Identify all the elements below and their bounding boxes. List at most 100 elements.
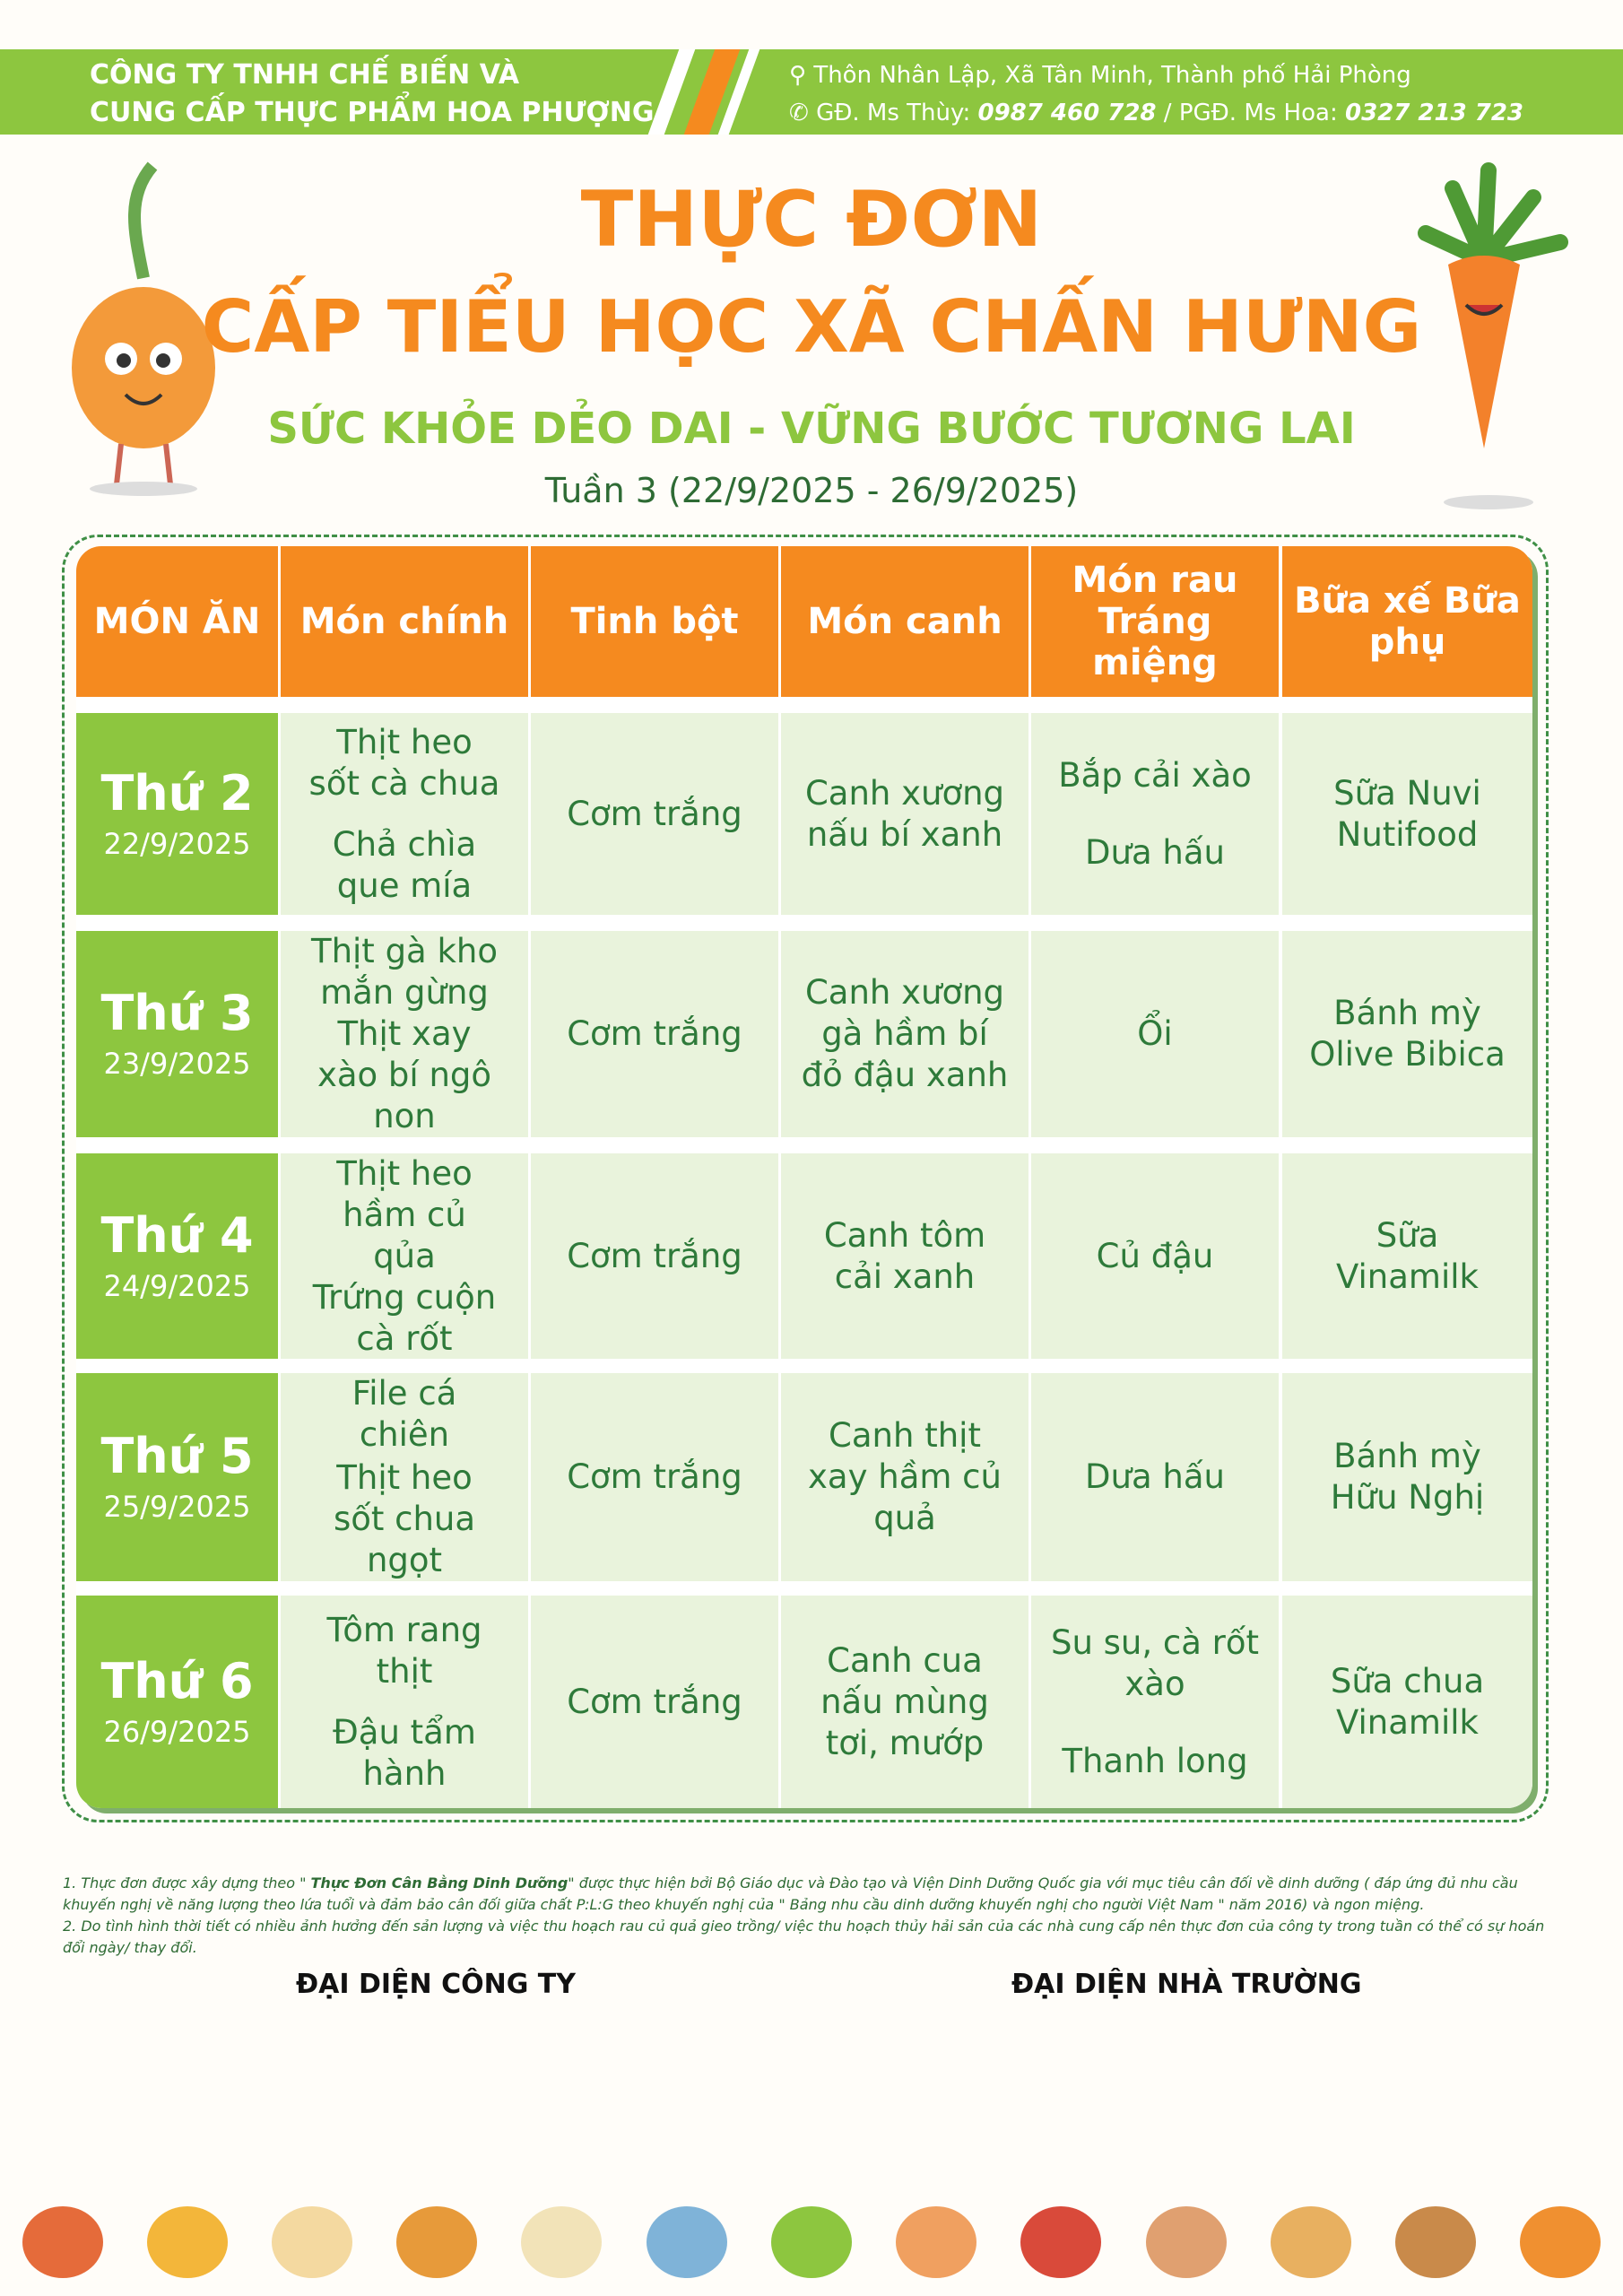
veg-dessert-cell: Ổi xyxy=(1031,931,1279,1137)
column-header-label: MÓN ĂN xyxy=(93,601,261,642)
main-dish-2: Thịt heo sốt chua ngọt xyxy=(333,1458,476,1579)
day-date: 26/9/2025 xyxy=(103,1714,251,1749)
day-cell: Thứ 6 26/9/2025 xyxy=(76,1596,278,1808)
school-signature-label: ĐẠI DIỆN NHÀ TRƯỜNG xyxy=(1011,1969,1362,2000)
column-header: Món canh xyxy=(781,546,1028,697)
main-dish-1: Tôm rang thịt xyxy=(326,1610,482,1691)
skewer-plate-icon xyxy=(1395,2206,1477,2278)
main-dish-cell: Thịt heo sốt cà chua Chả chìa que mía xyxy=(281,713,528,915)
main-dish-2: Thịt xay xào bí ngô non xyxy=(317,1014,492,1135)
menu-title: THỰC ĐƠN xyxy=(580,175,1043,265)
column-header-label: Món chính xyxy=(299,601,509,642)
starch-cell: Cơm trắng xyxy=(531,713,778,915)
day-name: Thứ 6 xyxy=(100,1652,254,1709)
header-bar: CÔNG TY TNHH CHẾ BIẾN VÀ CUNG CẤP THỰC P… xyxy=(0,49,1623,135)
dessert: Ổi xyxy=(1137,1014,1173,1053)
dessert: Dưa hấu xyxy=(1085,1457,1225,1496)
soup-bowl-icon xyxy=(521,2206,603,2278)
day-name: Thứ 5 xyxy=(100,1428,254,1484)
school-title: CẤP TIỂU HỌC XÃ CHẤN HƯNG xyxy=(201,285,1422,369)
company-signature-label: ĐẠI DIỆN CÔNG TY xyxy=(296,1969,576,2000)
vegetable: Su su, cà rốt xào xyxy=(1050,1622,1260,1703)
veg-dessert-cell: Dưa hấu xyxy=(1031,1373,1279,1581)
meal-plate-icon xyxy=(1145,2206,1227,2278)
food-illustrations xyxy=(0,2197,1623,2287)
company-line-1: CÔNG TY TNHH CHẾ BIẾN VÀ xyxy=(90,59,520,91)
salad-icon xyxy=(770,2206,852,2278)
main-dish-1: Thịt gà kho mắn gừng xyxy=(310,932,499,1012)
snack: Sữa Nuvi Nutifood xyxy=(1333,773,1481,854)
phone-icon: ✆ xyxy=(789,100,817,126)
column-header: MÓN ĂN xyxy=(76,546,278,697)
starch: Cơm trắng xyxy=(567,1682,742,1721)
pgd-label: PGĐ. Ms Hoa: xyxy=(1178,100,1345,126)
fish-icon xyxy=(646,2206,727,2278)
soup: Canh cua nấu mùng tơi, mướp xyxy=(820,1640,989,1762)
contact-info: ⚲ Thôn Nhân Lập, Xã Tân Minh, Thành phố … xyxy=(789,57,1523,132)
pear-icon xyxy=(146,2206,228,2278)
main-dish-1: File cá chiên xyxy=(352,1374,457,1454)
company-line-2: CUNG CẤP THỰC PHẨM HOA PHƯỢNG xyxy=(90,97,655,128)
starch-cell: Cơm trắng xyxy=(531,931,778,1137)
dessert: Thanh long xyxy=(1062,1741,1248,1780)
snack-cell: Sữa Nuvi Nutifood xyxy=(1282,713,1532,915)
snack-cell: Bánh mỳ Hữu Nghị xyxy=(1282,1373,1532,1581)
vegetable-basket-icon xyxy=(22,2206,103,2278)
column-header-label: Tinh bột xyxy=(570,601,739,642)
vegetable: Bắp cải xào xyxy=(1058,755,1252,795)
day-cell: Thứ 3 23/9/2025 xyxy=(76,931,278,1137)
day-name: Thứ 2 xyxy=(100,764,254,822)
day-name: Thứ 3 xyxy=(100,985,254,1041)
snack: Sữa Vinamilk xyxy=(1336,1215,1479,1296)
day-cell: Thứ 4 24/9/2025 xyxy=(76,1153,278,1359)
veg-dessert-cell: Củ đậu xyxy=(1031,1153,1279,1359)
pie-icon xyxy=(1270,2206,1351,2278)
starch-cell: Cơm trắng xyxy=(531,1373,778,1581)
main-dish-cell: Tôm rang thịt Đậu tẩm hành xyxy=(281,1596,528,1808)
soup: Canh xương nấu bí xanh xyxy=(804,773,1005,854)
company-name: CÔNG TY TNHH CHẾ BIẾN VÀ CUNG CẤP THỰC P… xyxy=(90,57,655,132)
day-date: 22/9/2025 xyxy=(103,826,251,861)
address: Thôn Nhân Lập, Xã Tân Minh, Thành phố Hả… xyxy=(813,62,1411,89)
footnote-1: 1. Thực đơn được xây dựng theo " Thực Đơ… xyxy=(63,1874,1518,1913)
day-date: 23/9/2025 xyxy=(103,1047,251,1081)
day-name: Thứ 4 xyxy=(100,1206,254,1264)
main-dish-2: Chả chìa que mía xyxy=(332,824,477,905)
gd-phone: 0987 460 728 xyxy=(977,100,1157,126)
starch-cell: Cơm trắng xyxy=(531,1596,778,1808)
main-dish-1: Thịt heo hầm củ qủa xyxy=(336,1153,473,1275)
snack-cell: Bánh mỳ Olive Bibica xyxy=(1282,931,1532,1137)
snack-cell: Sữa Vinamilk xyxy=(1282,1153,1532,1359)
soup: Canh xương gà hầm bí đỏ đậu xanh xyxy=(801,973,1009,1094)
starch-cell: Cơm trắng xyxy=(531,1153,778,1359)
day-date: 25/9/2025 xyxy=(103,1490,251,1524)
table-frame xyxy=(62,535,1549,1822)
footnote-2: 2. Do tình hình thời tiết có nhiều ảnh h… xyxy=(63,1918,1545,1956)
main-dish-2: Đậu tẩm hành xyxy=(333,1712,476,1793)
dessert: Dưa hấu xyxy=(1085,832,1225,872)
starch: Cơm trắng xyxy=(567,1014,742,1053)
cookie-icon xyxy=(396,2206,478,2278)
week-range: Tuần 3 (22/9/2025 - 26/9/2025) xyxy=(544,471,1079,510)
column-header: Món rau Tráng miệng xyxy=(1031,546,1279,697)
soup-cell: Canh cua nấu mùng tơi, mướp xyxy=(781,1596,1028,1808)
column-header-label: Món canh xyxy=(807,601,1002,642)
day-cell: Thứ 2 22/9/2025 xyxy=(76,713,278,915)
carrot-mascot-icon xyxy=(1418,162,1568,509)
noodle-bowl-icon xyxy=(896,2206,977,2278)
column-header-label: Món rau Tráng miệng xyxy=(1072,560,1238,683)
main-dish-cell: File cá chiên Thịt heo sốt chua ngọt xyxy=(281,1373,528,1581)
main-dish-1: Thịt heo sốt cà chua xyxy=(308,722,500,803)
starch: Cơm trắng xyxy=(567,794,742,833)
column-header: Tinh bột xyxy=(531,546,778,697)
egg-plate-icon xyxy=(272,2206,353,2278)
main-dish-cell: Thịt heo hầm củ qủa Trứng cuộn cà rốt xyxy=(281,1153,528,1359)
veg-dessert-cell: Su su, cà rốt xào Thanh long xyxy=(1031,1596,1279,1808)
slogan: SỨC KHỎE DẺO DAI - VỮNG BƯỚC TƯƠNG LAI xyxy=(267,404,1356,454)
soup-cell: Canh xương nấu bí xanh xyxy=(781,713,1028,915)
soup-cell: Canh xương gà hầm bí đỏ đậu xanh xyxy=(781,931,1028,1137)
onion-mascot-icon xyxy=(72,161,215,496)
column-header-label: Bữa xế Bữa phụ xyxy=(1294,580,1521,663)
snack: Bánh mỳ Hữu Nghị xyxy=(1330,1437,1485,1517)
pgd-phone: 0327 213 723 xyxy=(1344,100,1523,126)
